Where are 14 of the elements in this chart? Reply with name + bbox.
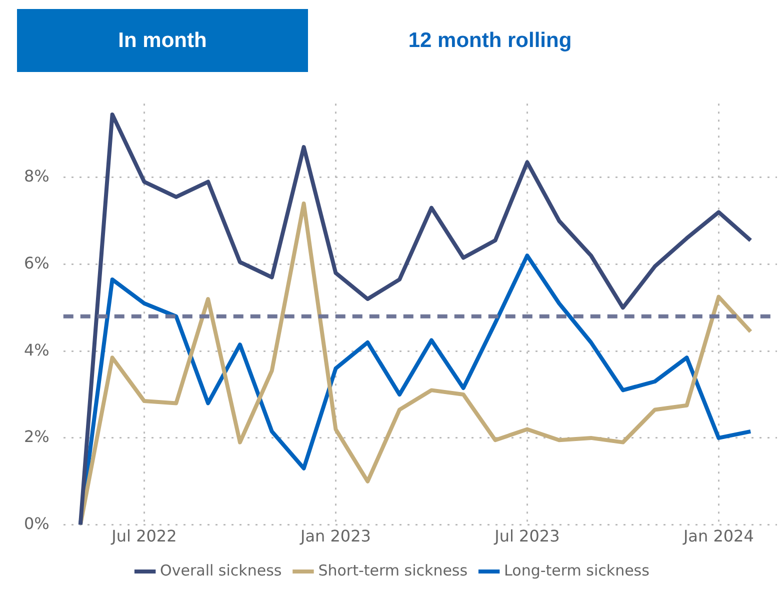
text: In month bbox=[17, 9, 308, 72]
x-tick-label: Jul 2023 bbox=[494, 526, 560, 546]
legend-label: Short-term sickness bbox=[318, 561, 468, 580]
text: 12 month rolling bbox=[407, 28, 573, 54]
y-tick-label: 8% bbox=[24, 166, 50, 186]
y-tick-label: 0% bbox=[24, 514, 50, 533]
x-tick-label: Jan 2024 bbox=[682, 526, 754, 546]
legend-label: Long-term sickness bbox=[504, 561, 650, 580]
x-tick-label: Jul 2022 bbox=[110, 526, 177, 546]
x-tick-label: Jan 2023 bbox=[299, 526, 371, 546]
legend-label: Overall sickness bbox=[160, 561, 282, 580]
y-tick-label: 2% bbox=[24, 427, 50, 446]
y-tick-label: 4% bbox=[24, 340, 50, 360]
y-tick-label: 6% bbox=[24, 253, 50, 272]
